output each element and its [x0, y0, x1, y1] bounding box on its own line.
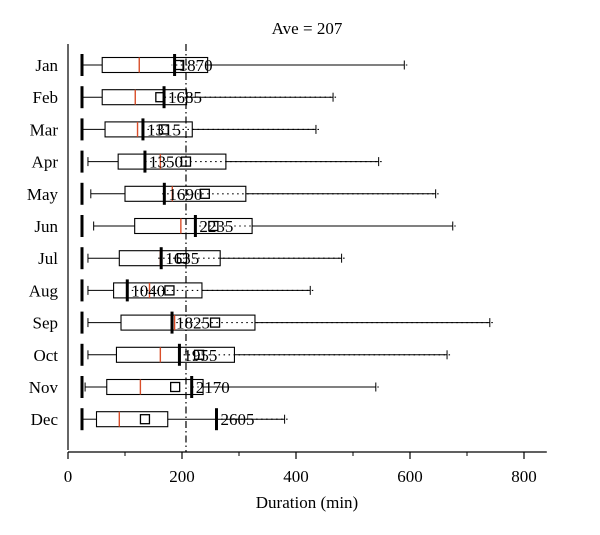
- box-aug: Aug 1040: [29, 279, 314, 302]
- chart-title: Ave = 207: [272, 19, 343, 38]
- box-dec: Dec 2605: [31, 408, 288, 431]
- box-jun: Jun 2235: [34, 215, 456, 237]
- max-value-label: 1955: [183, 346, 217, 365]
- month-label: Mar: [30, 120, 59, 139]
- month-label: Aug: [29, 281, 59, 300]
- max-value-label: 1685: [168, 88, 202, 107]
- mean-marker: [139, 414, 151, 425]
- box-apr: Apr 1350: [32, 150, 382, 173]
- month-label: Apr: [32, 153, 59, 172]
- max-value-label: 1870: [179, 56, 213, 75]
- month-label: Jun: [34, 217, 58, 236]
- box-jan: Jan 1870: [35, 54, 408, 76]
- x-tick-label: 400: [283, 467, 309, 486]
- max-value-label: 1315: [147, 120, 181, 139]
- mean-marker: [170, 381, 181, 393]
- box-jul: Jul 1635: [38, 247, 345, 270]
- month-label: Oct: [33, 346, 58, 365]
- mean-marker: [164, 285, 175, 296]
- max-value-label: 2605: [220, 410, 254, 429]
- x-axis: 0 200 400 600 800: [64, 44, 547, 486]
- max-value-label: 1635: [165, 249, 199, 268]
- month-label: May: [27, 185, 59, 204]
- month-label: Jan: [35, 56, 58, 75]
- mean-marker: [209, 317, 221, 328]
- box-oct: Oct 1955: [33, 343, 451, 366]
- x-tick-label: 200: [169, 467, 195, 486]
- box-mar: Mar 1315: [30, 118, 319, 141]
- x-tick-label: 800: [511, 467, 537, 486]
- x-tick-label: 600: [397, 467, 423, 486]
- max-value-label: 1825: [176, 314, 210, 333]
- month-label: Dec: [31, 410, 59, 429]
- month-label: Sep: [33, 314, 59, 333]
- month-label: Feb: [33, 88, 59, 107]
- max-value-label: 2170: [196, 378, 230, 397]
- iqr-box: [106, 378, 204, 396]
- max-value-label: 1690: [168, 185, 202, 204]
- month-label: Jul: [38, 249, 58, 268]
- box-feb: Feb 1685: [33, 86, 337, 109]
- plot-area: Jan 1870 Feb 1685 Mar 1315 Apr 1350 May 1690 Jun 22…: [27, 44, 493, 452]
- box-nov: Nov 2170: [29, 376, 379, 398]
- x-tick-label: 0: [64, 467, 73, 486]
- month-label: Nov: [29, 378, 59, 397]
- box-sep: Sep 1825: [33, 311, 493, 334]
- iqr-box: [120, 314, 256, 331]
- max-value-label: 1350: [149, 153, 183, 172]
- x-axis-label: Duration (min): [256, 493, 358, 512]
- mean-marker: [208, 220, 219, 232]
- max-value-label: 1040: [131, 281, 165, 300]
- iqr-box: [95, 411, 169, 428]
- mean-marker: [199, 188, 210, 199]
- max-value-label: 2235: [199, 217, 233, 236]
- box-may: May 1690: [27, 182, 439, 205]
